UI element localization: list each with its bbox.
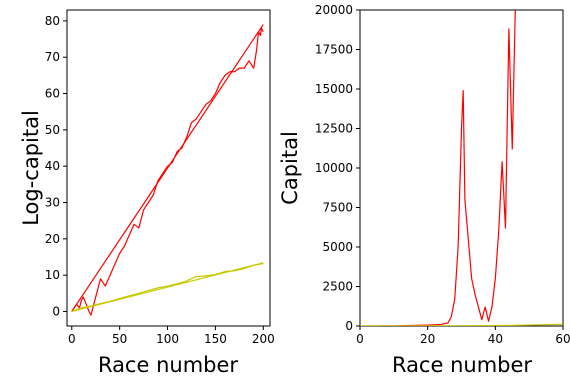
x-tick-label: 40 [488,332,503,346]
series-group [360,10,563,326]
plot-frame [359,9,564,327]
x-axis: 0 20 40 60 [356,326,570,346]
y-tick-label: 20 [45,232,60,246]
x-tick-label: 0 [68,332,76,346]
plot-frame [66,9,271,327]
y-tick-label: 40 [45,159,60,173]
y-tick-label: 7500 [322,201,353,215]
y-tick-label: 20000 [315,3,353,17]
series-line-1 [360,323,563,326]
y-tick-label: 5000 [322,240,353,254]
x-axis-title: Race number [392,353,532,377]
x-tick-label: 150 [204,332,227,346]
x-axis-title: Race number [98,353,238,377]
y-tick-label: 0 [52,304,60,318]
y-tick-label: 10 [45,268,60,282]
x-tick-label: 60 [555,332,570,346]
y-tick-label: 17500 [315,43,353,57]
y-tick-label: 15000 [315,82,353,96]
y-axis-title: Capital [278,131,302,205]
x-axis: 0 50 100 150 200 [68,326,275,346]
series-line-0 [71,27,264,316]
series-line-1 [71,24,264,312]
y-axis: 0 2500 5000 7500 10000 12500 15000 17500 20000 [315,3,360,333]
y-tick-label: 0 [345,319,353,333]
x-tick-label: 20 [420,332,435,346]
y-axis: 0 10 20 30 40 50 60 70 80 [45,14,67,318]
series-line-3 [71,262,264,313]
series-group [71,24,264,316]
y-tick-label: 50 [45,123,60,137]
x-tick-label: 200 [252,332,275,346]
x-tick-label: 50 [112,332,127,346]
y-tick-label: 60 [45,87,60,101]
x-tick-label: 0 [356,332,364,346]
y-tick-label: 70 [45,50,60,64]
y-tick-label: 10000 [315,161,353,175]
y-axis-title: Log-capital [19,110,43,226]
y-tick-label: 80 [45,14,60,28]
chart-panel-log-capital: 0 50 100 150 200 0 10 20 30 40 50 60 70 80 Race numb… [19,9,275,377]
y-tick-label: 2500 [322,280,353,294]
y-tick-label: 30 [45,196,60,210]
series-line-0 [360,10,516,326]
chart-panel-capital: 0 20 40 60 0 2500 5000 7500 10000 12500 15000 1750… [278,3,570,377]
y-tick-label: 12500 [315,122,353,136]
x-tick-label: 100 [156,332,179,346]
